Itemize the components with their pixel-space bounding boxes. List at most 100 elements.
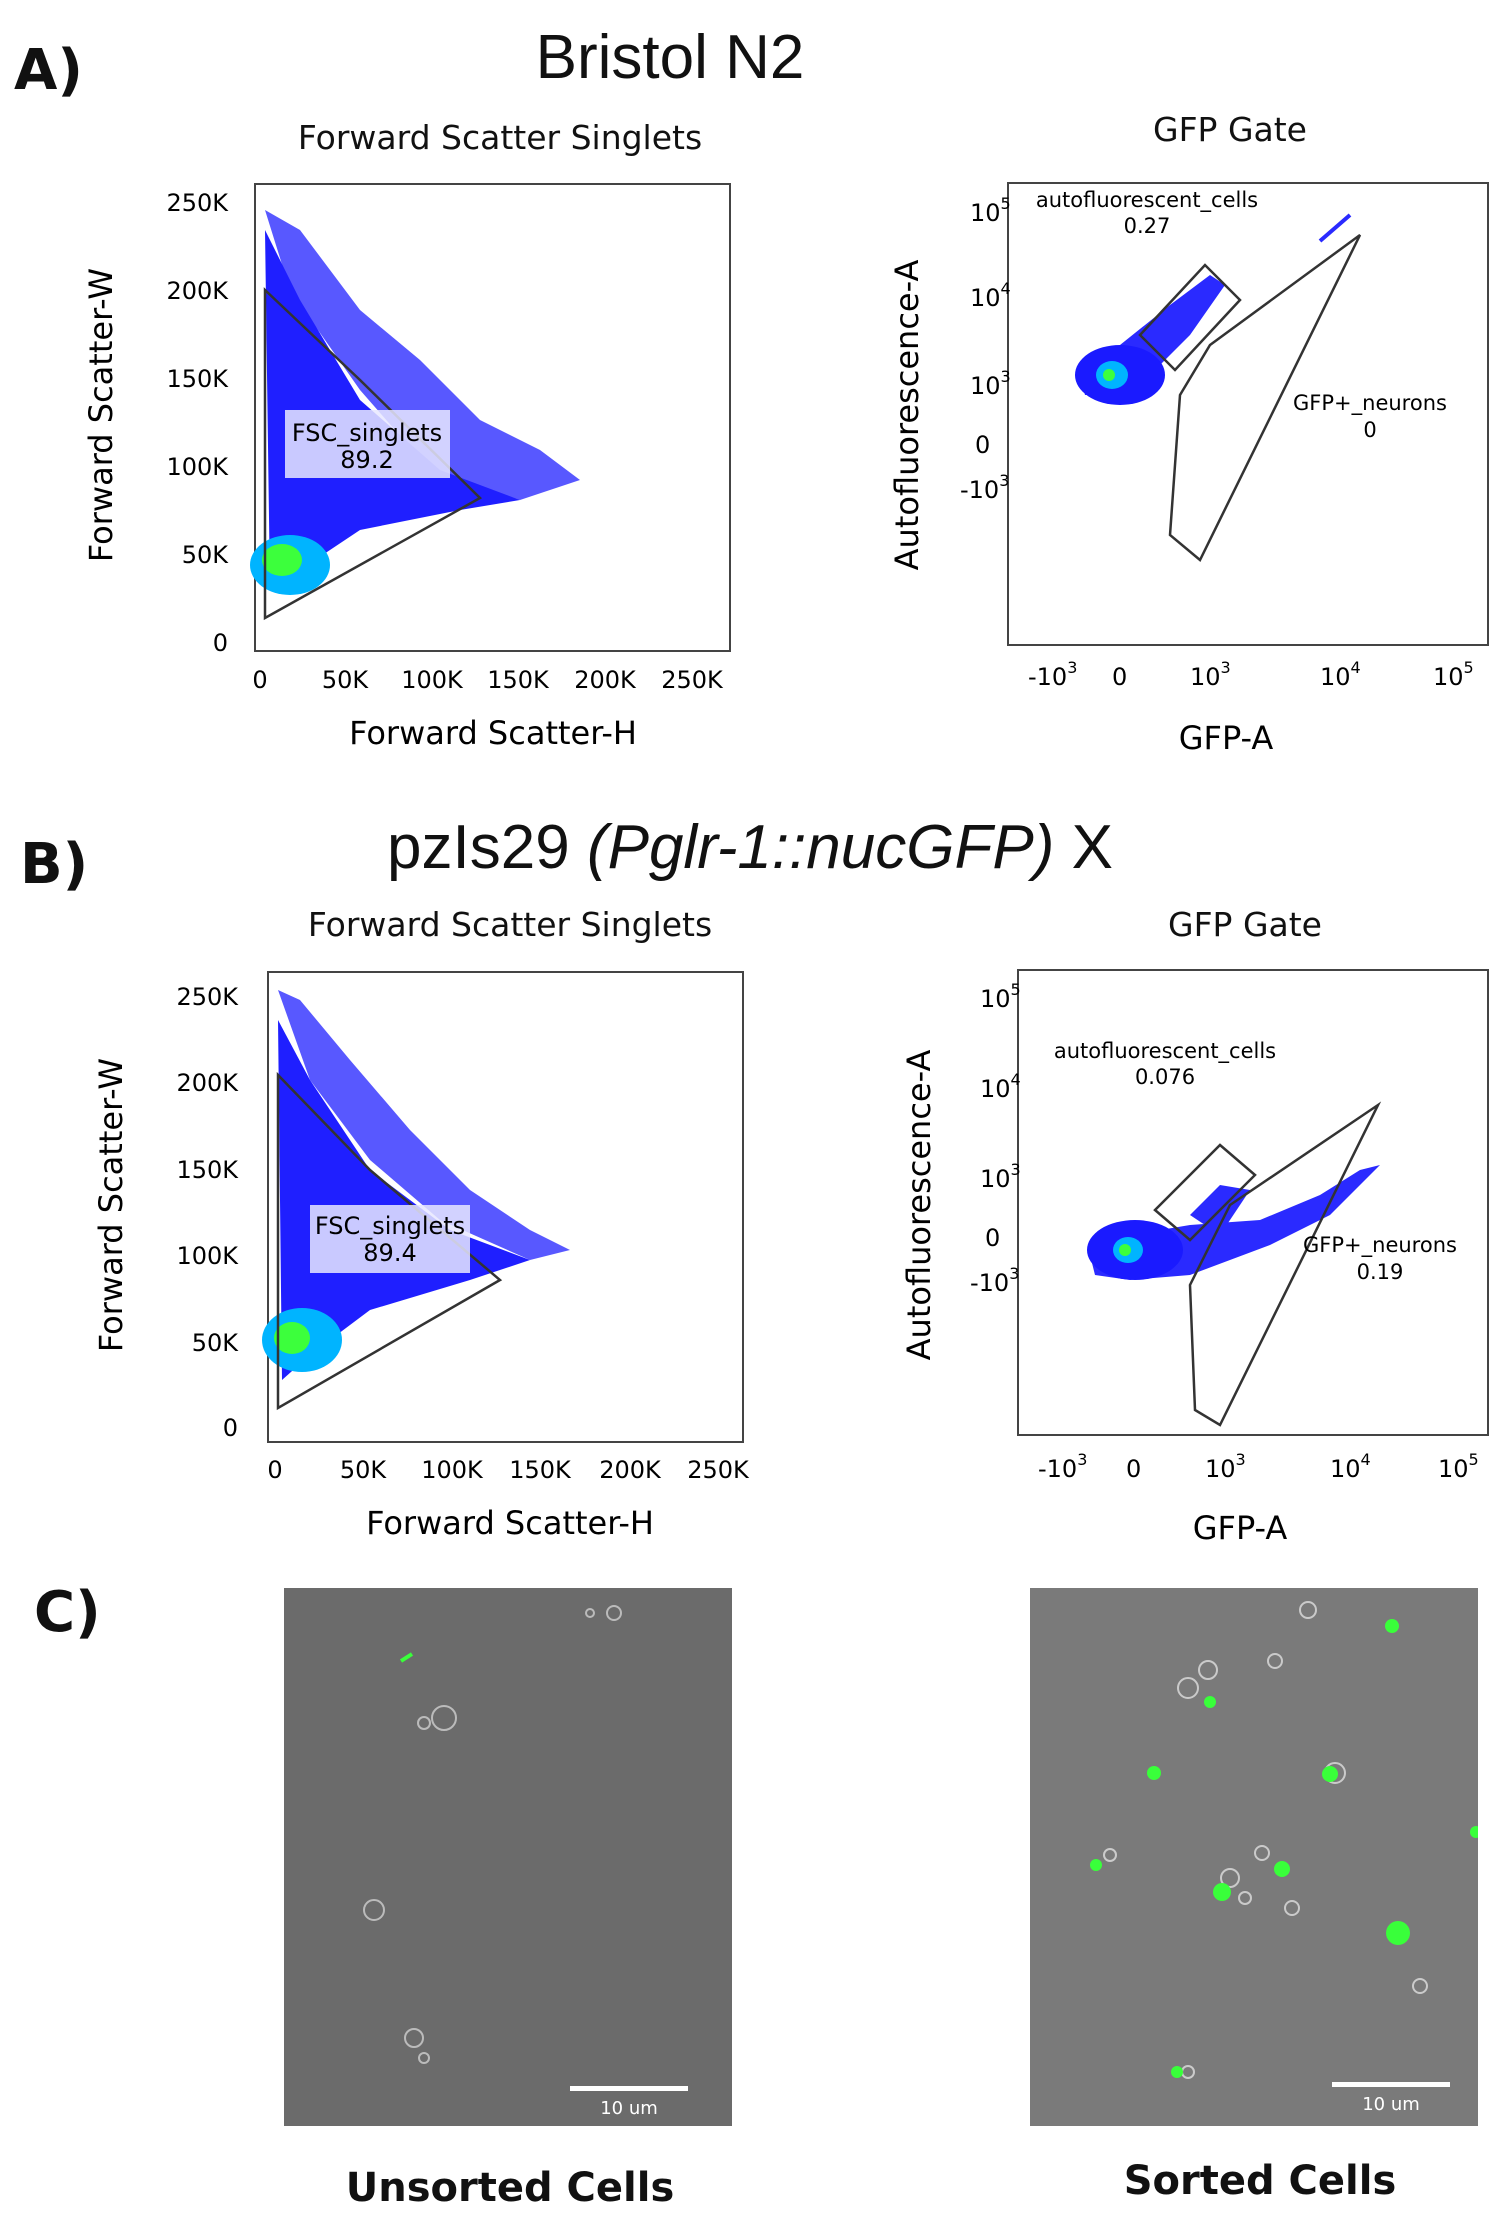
scale-bar-label: 10 um bbox=[600, 2098, 658, 2119]
a-fsc-xtick: 100K bbox=[401, 666, 464, 694]
b-gfp-gfp-gate bbox=[1188, 1101, 1382, 1427]
b-gfp-auto-gate-value: 0.076 bbox=[1135, 1065, 1195, 1089]
b-fsc-ytick: 150K bbox=[176, 1156, 239, 1184]
svg-text:105: 105 bbox=[1433, 658, 1474, 691]
svg-text:104: 104 bbox=[1330, 1450, 1371, 1483]
svg-text:0: 0 bbox=[975, 431, 990, 459]
gfp-cell bbox=[1470, 1826, 1478, 1838]
a-fsc-gate-label-box bbox=[285, 410, 450, 478]
a-gfp-title: GFP Gate bbox=[1153, 110, 1307, 149]
a-fsc-title: Forward Scatter Singlets bbox=[297, 118, 703, 157]
gfp-cell bbox=[1090, 1859, 1102, 1871]
svg-text:105: 105 bbox=[1438, 1450, 1479, 1483]
b-fsc-x-ticks: 0 50K 100K 150K 200K 250K bbox=[267, 1456, 750, 1484]
panel-a-title: Bristol N2 bbox=[535, 23, 805, 92]
svg-text:-103: -103 bbox=[1038, 1450, 1087, 1483]
b-gfp-auto-gate bbox=[1153, 1143, 1257, 1242]
a-gfp-auto-gate-value: 0.27 bbox=[1124, 214, 1171, 238]
a-fsc-gate-name: FSC_singlets bbox=[292, 419, 442, 447]
scale-bar-label: 10 um bbox=[1362, 2094, 1420, 2115]
gfp-cells bbox=[1090, 1619, 1478, 2078]
svg-text:0: 0 bbox=[1112, 663, 1127, 691]
a-gfp-gfp-gate bbox=[1168, 233, 1362, 562]
b-fsc-gate bbox=[276, 1071, 503, 1411]
a-gfp-auto-gate bbox=[1138, 263, 1242, 372]
panel-a-letter: A) bbox=[14, 38, 83, 103]
gfp-cell bbox=[1147, 1766, 1161, 1780]
unsorted-micrograph: 10 um bbox=[284, 1588, 732, 2126]
b-fsc-ytick: 200K bbox=[176, 1069, 239, 1097]
svg-text:105: 105 bbox=[970, 194, 1011, 227]
a-fsc-ytick: 50K bbox=[182, 541, 230, 569]
a-fsc-ytick: 150K bbox=[166, 365, 229, 393]
a-fsc-gate bbox=[263, 287, 483, 621]
a-fsc-plot: FSC_singlets 89.2 0 50K 100K 150K 200K 2… bbox=[82, 183, 731, 752]
svg-text:105: 105 bbox=[980, 980, 1021, 1013]
svg-text:-103: -103 bbox=[1028, 658, 1077, 691]
a-fsc-ytick: 200K bbox=[166, 277, 229, 305]
a-gfp-ylabel: Autofluorescence-A bbox=[888, 260, 926, 571]
a-fsc-ytick: 100K bbox=[166, 453, 229, 481]
b-fsc-xtick: 100K bbox=[421, 1456, 484, 1484]
scale-bar bbox=[1332, 2082, 1450, 2087]
panel-c-letter: C) bbox=[34, 1580, 101, 1645]
sorted-caption: Sorted Cells bbox=[1123, 2158, 1397, 2204]
a-fsc-y-ticks: 0 50K 100K 150K 200K 250K bbox=[166, 189, 229, 657]
b-gfp-y-ticks: 105 104 103 0 -103 bbox=[970, 980, 1021, 1297]
b-fsc-gate-label-box bbox=[310, 1205, 470, 1273]
unsorted-caption: Unsorted Cells bbox=[345, 2165, 675, 2211]
a-fsc-x-ticks: 0 50K 100K 150K 200K 250K bbox=[252, 666, 724, 694]
b-fsc-ytick: 0 bbox=[223, 1414, 238, 1442]
b-fsc-ytick: 250K bbox=[176, 983, 239, 1011]
svg-text:-103: -103 bbox=[970, 1264, 1019, 1297]
b-gfp-ylabel: Autofluorescence-A bbox=[900, 1050, 938, 1361]
b-gfp-plot: autofluorescent_cells 0.076 GFP+_neurons… bbox=[900, 969, 1489, 1547]
a-fsc-xtick: 150K bbox=[487, 666, 550, 694]
a-gfp-gfp-gate-name: GFP+_neurons bbox=[1293, 391, 1447, 416]
gfp-cell bbox=[1385, 1619, 1399, 1633]
a-fsc-xtick: 250K bbox=[661, 666, 724, 694]
b-fsc-xtick: 0 bbox=[267, 1456, 282, 1484]
a-gfp-x-ticks: -103 0 103 104 105 bbox=[1028, 658, 1474, 691]
a-gfp-auto-gate-name: autofluorescent_cells bbox=[1036, 188, 1258, 213]
b-gfp-x-ticks: -103 0 103 104 105 bbox=[1038, 1450, 1479, 1483]
b-gfp-auto-gate-name: autofluorescent_cells bbox=[1054, 1039, 1276, 1064]
b-fsc-xtick: 250K bbox=[687, 1456, 750, 1484]
b-gfp-xlabel: GFP-A bbox=[1193, 1509, 1288, 1547]
a-gfp-y-ticks: 105 104 103 0 -103 bbox=[960, 194, 1011, 504]
b-fsc-title: Forward Scatter Singlets bbox=[307, 905, 713, 944]
svg-text:104: 104 bbox=[970, 279, 1011, 312]
panel-b-letter: B) bbox=[20, 832, 89, 897]
a-fsc-ytick: 0 bbox=[213, 629, 228, 657]
a-fsc-xtick: 50K bbox=[322, 666, 370, 694]
a-fsc-xtick: 200K bbox=[574, 666, 637, 694]
a-gfp-frame bbox=[1007, 182, 1489, 646]
b-fsc-ytick: 100K bbox=[176, 1242, 239, 1270]
sorted-micrograph: 10 um bbox=[1030, 1588, 1478, 2126]
svg-text:0: 0 bbox=[985, 1224, 1000, 1252]
svg-text:103: 103 bbox=[970, 367, 1011, 400]
svg-text:103: 103 bbox=[980, 1160, 1021, 1193]
b-fsc-y-ticks: 0 50K 100K 150K 200K 250K bbox=[176, 983, 239, 1442]
b-fsc-xlabel: Forward Scatter-H bbox=[366, 1504, 654, 1542]
a-gfp-density bbox=[1075, 213, 1352, 405]
gfp-cell bbox=[1204, 1696, 1216, 1708]
gfp-cell bbox=[1274, 1861, 1290, 1877]
gfp-cell bbox=[1322, 1766, 1338, 1782]
b-fsc-ytick: 50K bbox=[192, 1329, 240, 1357]
b-fsc-plot: FSC_singlets 89.4 0 50K 100K 150K 200K 2… bbox=[92, 971, 750, 1542]
svg-text:104: 104 bbox=[980, 1070, 1021, 1103]
b-gfp-gfp-gate-name: GFP+_neurons bbox=[1303, 1233, 1457, 1258]
b-gfp-gfp-gate-value: 0.19 bbox=[1357, 1260, 1404, 1284]
svg-text:103: 103 bbox=[1190, 658, 1231, 691]
scale-bar bbox=[570, 2086, 688, 2091]
b-fsc-gate-name: FSC_singlets bbox=[315, 1212, 465, 1240]
a-fsc-xtick: 0 bbox=[252, 666, 267, 694]
svg-text:-103: -103 bbox=[960, 471, 1009, 504]
svg-text:103: 103 bbox=[1205, 1450, 1246, 1483]
svg-text:104: 104 bbox=[1320, 658, 1361, 691]
gfp-cell bbox=[1171, 2066, 1183, 2078]
a-gfp-plot: autofluorescent_cells 0.27 GFP+_neurons … bbox=[888, 182, 1489, 757]
svg-text:0: 0 bbox=[1126, 1455, 1141, 1483]
a-fsc-gate-value: 89.2 bbox=[340, 446, 393, 474]
